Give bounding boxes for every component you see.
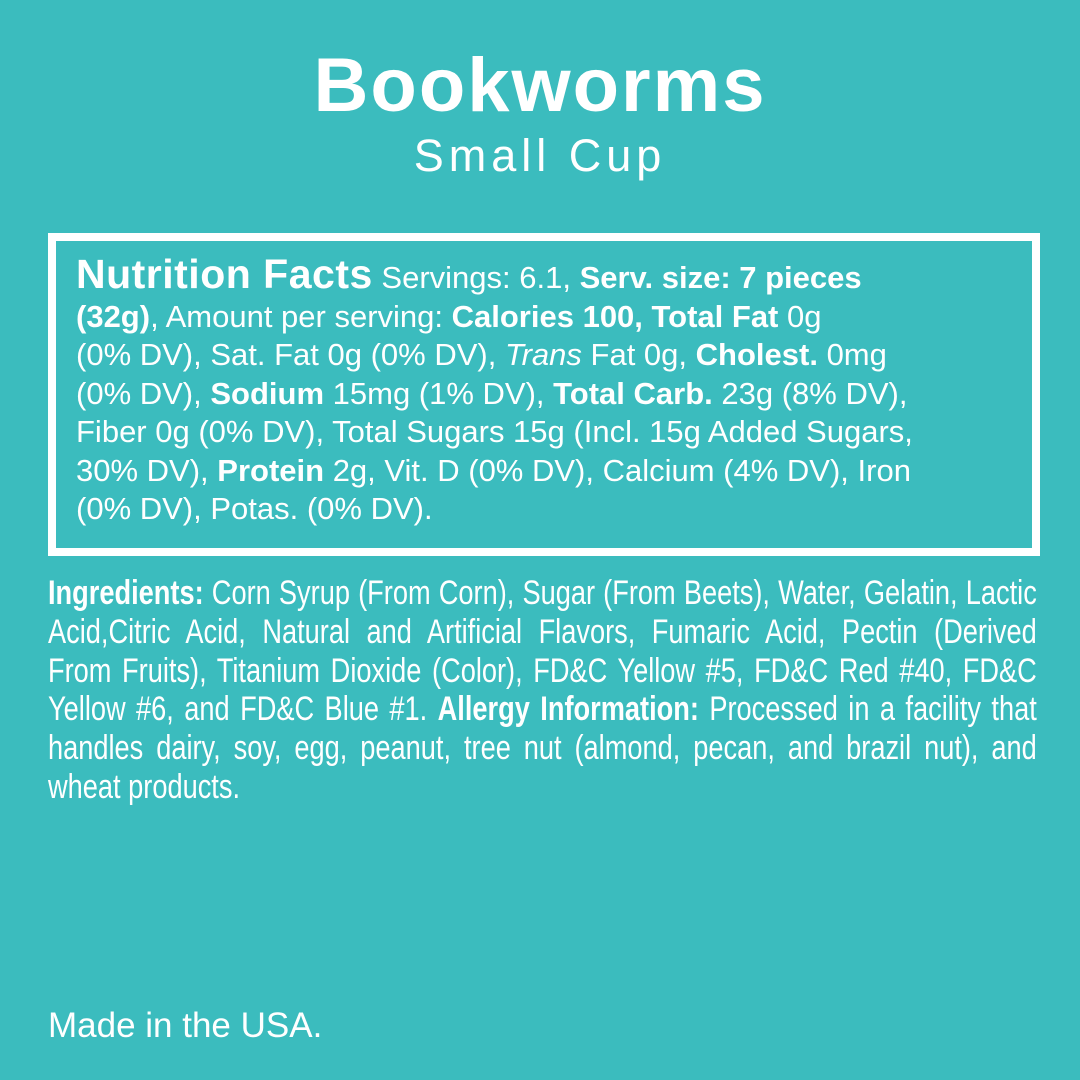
text-line: From Fruits), Titanium Dioxide (Color), … bbox=[48, 651, 1037, 690]
text-line: handles dairy, soy, egg, peanut, tree nu… bbox=[48, 729, 1037, 768]
text-line: Ingredients: Corn Syrup (From Corn), Sug… bbox=[48, 574, 1037, 612]
text-line: Yellow #6, and FD&C Blue #1. Allergy Inf… bbox=[48, 690, 1037, 729]
text-line: wheat products. bbox=[48, 767, 241, 806]
text-line: Acid,Citric Acid, Natural and Artificial… bbox=[48, 612, 1037, 651]
text-line: (0% DV), Potas. (0% DV). bbox=[76, 491, 433, 526]
made-in-usa-text: Made in the USA. bbox=[48, 1006, 323, 1045]
text-line: (32g), Amount per serving: Calories 100,… bbox=[76, 298, 822, 334]
text-line: 30% DV), Protein 2g, Vit. D (0% DV), Cal… bbox=[76, 452, 911, 488]
text-line: (0% DV), Sodium 15mg (1% DV), Total Carb… bbox=[76, 375, 908, 411]
nutrition-facts-box: Nutrition Facts Servings: 6.1, Serv. siz… bbox=[48, 233, 1040, 556]
product-subtitle: Small Cup bbox=[413, 130, 667, 181]
ingredients-text: Ingredients: Corn Syrup (From Corn), Sug… bbox=[48, 574, 1037, 807]
product-title: Bookworms bbox=[313, 43, 767, 128]
text-line: (0% DV), Sat. Fat 0g (0% DV), Trans Fat … bbox=[76, 337, 887, 372]
text-line: Fiber 0g (0% DV), Total Sugars 15g (Incl… bbox=[76, 414, 913, 449]
nutrition-facts-text: Nutrition Facts Servings: 6.1, Serv. siz… bbox=[76, 251, 1018, 529]
text-line: Nutrition Facts Servings: 6.1, Serv. siz… bbox=[76, 251, 862, 297]
